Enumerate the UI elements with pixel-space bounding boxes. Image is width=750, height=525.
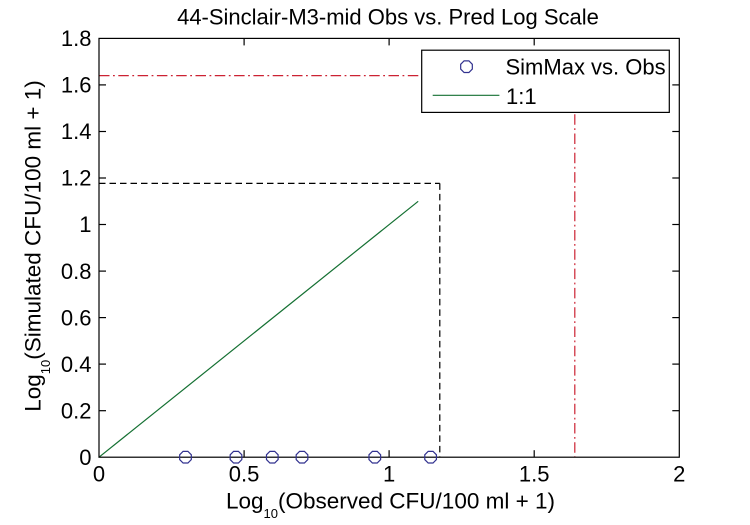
svg-text:0: 0	[93, 462, 105, 487]
svg-text:1.5: 1.5	[519, 462, 550, 487]
svg-text:1: 1	[383, 462, 395, 487]
svg-text:2: 2	[673, 462, 685, 487]
svg-text:0: 0	[79, 445, 91, 470]
svg-text:1.6: 1.6	[61, 73, 92, 98]
svg-text:0.6: 0.6	[61, 305, 92, 330]
svg-text:1: 1	[79, 212, 91, 237]
svg-text:1.4: 1.4	[61, 119, 92, 144]
svg-text:1.8: 1.8	[61, 26, 92, 51]
svg-text:SimMax vs. Obs: SimMax vs. Obs	[506, 54, 666, 79]
svg-text:44-Sinclair-M3-mid Obs vs. Pre: 44-Sinclair-M3-mid Obs vs. Pred Log Scal…	[177, 4, 599, 29]
svg-text:1.2: 1.2	[61, 166, 92, 191]
svg-text:0.4: 0.4	[61, 352, 92, 377]
svg-text:0.8: 0.8	[61, 259, 92, 284]
svg-text:0.5: 0.5	[229, 462, 260, 487]
svg-text:1:1: 1:1	[506, 84, 537, 109]
svg-text:0.2: 0.2	[61, 398, 92, 423]
